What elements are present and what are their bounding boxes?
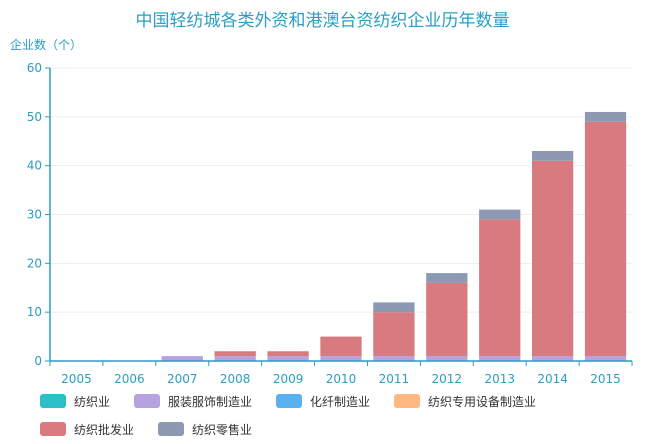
legend-item[interactable]: 纺织批发业 — [40, 420, 134, 438]
bar-segment — [584, 111, 627, 122]
bar-segment — [532, 356, 574, 361]
bar-segment — [584, 356, 627, 361]
bar-segment — [426, 282, 468, 357]
x-tick-label: 2009 — [273, 372, 304, 386]
x-tick-label: 2007 — [167, 372, 198, 386]
x-tick-label: 2008 — [220, 372, 251, 386]
x-tick-label: 2012 — [432, 372, 463, 386]
bar-segment — [214, 356, 256, 361]
legend-swatch — [40, 394, 66, 408]
legend-label: 服装服饰制造业 — [168, 394, 253, 409]
bar-segment — [267, 356, 309, 361]
bar-segment — [373, 312, 415, 357]
bar-segment — [214, 351, 256, 357]
x-tick-label: 2006 — [114, 372, 145, 386]
y-tick-label: 40 — [27, 159, 42, 173]
bar-segment — [426, 273, 468, 283]
bar-segment — [320, 336, 362, 357]
bar-segment — [584, 121, 627, 357]
x-tick-label: 2005 — [61, 372, 92, 386]
bar-segment — [479, 219, 521, 357]
legend-swatch — [134, 394, 161, 408]
chart-title: 中国轻纺城各类外资和港澳台资纺织企业历年数量 — [135, 11, 510, 31]
y-axis-label: 企业数（个） — [10, 37, 82, 52]
bar-segment — [320, 356, 362, 361]
x-tick-label: 2014 — [537, 372, 568, 386]
y-tick-label: 50 — [27, 110, 42, 124]
bar-segment — [267, 351, 309, 357]
y-tick-label: 30 — [27, 208, 42, 222]
legend-label: 化纤制造业 — [310, 394, 371, 409]
legend-swatch — [158, 422, 185, 436]
bar-segment — [161, 356, 203, 361]
legend-label: 纺织专用设备制造业 — [428, 394, 537, 409]
y-tick-label: 0 — [34, 354, 42, 368]
x-tick-label: 2013 — [484, 372, 515, 386]
legend-item[interactable]: 服装服饰制造业 — [134, 392, 252, 410]
y-tick-label: 20 — [27, 256, 42, 270]
legend-item[interactable]: 纺织业 — [40, 392, 110, 410]
bar-segment — [532, 160, 574, 357]
bar-segment — [479, 356, 521, 361]
x-tick-label: 2011 — [379, 372, 410, 386]
bar-segment — [373, 302, 415, 313]
y-tick-label: 60 — [27, 61, 42, 75]
bar-segment — [532, 151, 574, 161]
legend-swatch — [40, 422, 66, 436]
legend: 纺织业 服装服饰制造业 化纤制造业 纺织专用设备制造业纺织批发业 纺织零售业 — [40, 392, 640, 438]
legend-item[interactable]: 纺织专用设备制造业 — [394, 392, 536, 410]
bar-segment — [373, 356, 415, 361]
x-tick-label: 2015 — [590, 372, 621, 386]
legend-label: 纺织业 — [74, 394, 111, 409]
legend-item[interactable]: 纺织零售业 — [158, 420, 252, 438]
legend-swatch — [394, 394, 421, 408]
legend-label: 纺织批发业 — [74, 422, 135, 437]
legend-label: 纺织零售业 — [192, 422, 253, 437]
bar-segment — [426, 356, 468, 361]
x-tick-label: 2010 — [326, 372, 357, 386]
legend-item[interactable]: 化纤制造业 — [276, 392, 370, 410]
bar-segment — [479, 209, 521, 220]
legend-swatch — [276, 394, 303, 408]
y-tick-label: 10 — [27, 305, 42, 319]
